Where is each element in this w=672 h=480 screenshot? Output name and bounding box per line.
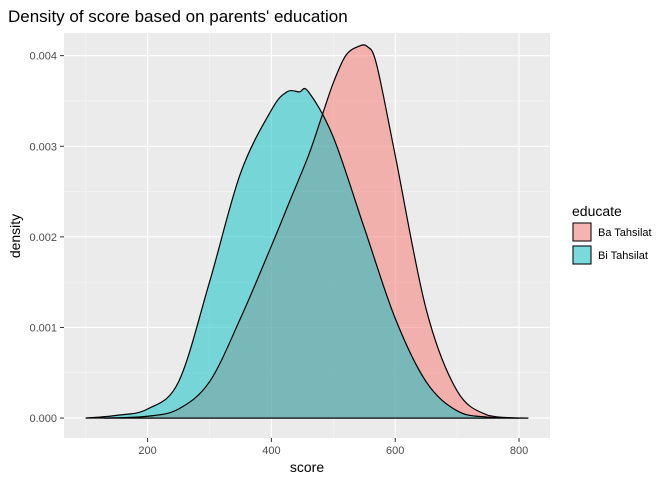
density-outline-1 xyxy=(85,87,529,419)
y-tick-label: 0.002 xyxy=(29,232,57,244)
legend-swatch xyxy=(572,245,592,265)
x-axis-title: score xyxy=(290,459,324,475)
x-tick-label: 400 xyxy=(262,445,280,457)
y-tick-label: 0.003 xyxy=(29,141,57,153)
density-area-1 xyxy=(85,88,529,419)
chart-title: Density of score based on parents' educa… xyxy=(8,7,348,26)
legend-label: Ba Tahsilat xyxy=(598,227,652,239)
y-axis-title: density xyxy=(7,214,23,258)
x-tick-label: 200 xyxy=(138,445,156,457)
legend-title: educate xyxy=(572,203,622,219)
y-tick-label: 0.004 xyxy=(29,51,57,63)
x-tick-label: 600 xyxy=(386,445,404,457)
x-tick-label: 800 xyxy=(510,445,528,457)
density-series xyxy=(85,44,529,419)
legend-label: Bi Tahsilat xyxy=(598,250,648,262)
y-tick-label: 0.001 xyxy=(29,322,57,334)
x-axis: 200 400 600 800 xyxy=(138,438,528,457)
density-outline-0 xyxy=(104,44,520,419)
legend-swatch xyxy=(572,222,592,242)
legend: educate Ba Tahsilat Bi Tahsilat xyxy=(572,203,652,265)
y-axis: 0.000 0.001 0.002 0.003 0.004 xyxy=(29,51,64,425)
y-tick-label: 0.000 xyxy=(29,413,57,425)
